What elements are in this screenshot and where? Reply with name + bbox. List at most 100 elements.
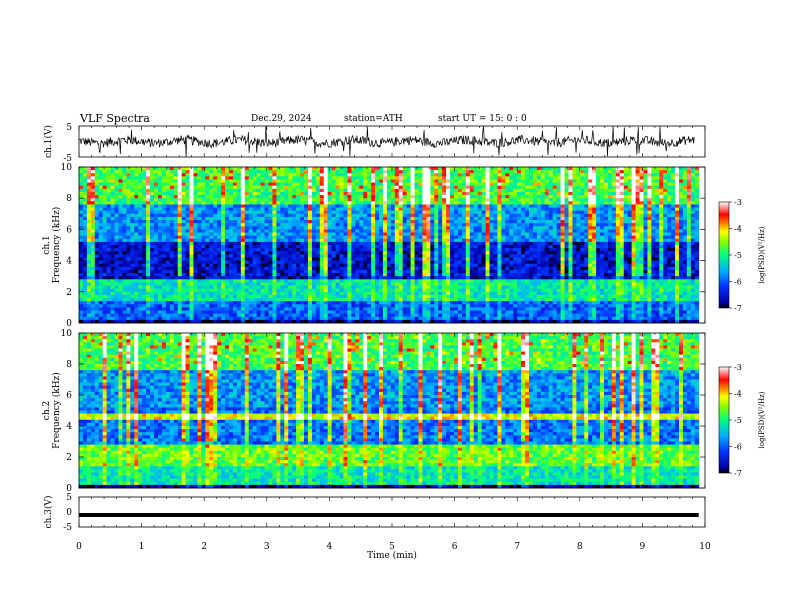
spectrogram-cell <box>351 257 356 261</box>
spectrogram-cell <box>86 235 92 240</box>
spectrogram-cell <box>604 251 609 255</box>
spectrogram-cell <box>197 173 202 177</box>
spectrogram-cell <box>572 173 577 177</box>
spectrogram-cell <box>493 176 498 180</box>
spectrogram-cell <box>304 182 309 187</box>
spectrogram-cell <box>292 213 297 218</box>
spectrogram-cell <box>106 210 111 215</box>
spectrogram-cell <box>296 232 301 237</box>
spectrogram-cell <box>461 191 467 196</box>
spectrogram-cell <box>367 170 372 174</box>
spectrogram-cell <box>682 232 688 237</box>
spectrogram-cell <box>197 185 202 190</box>
spectrogram-cell <box>663 167 668 171</box>
spectrogram-cell <box>165 188 171 193</box>
spectrogram-cell <box>106 182 111 187</box>
spectrogram-cell <box>477 241 483 246</box>
spectrogram-cell <box>663 204 668 208</box>
spectrogram-cell <box>371 220 376 224</box>
spectrogram-cell <box>572 232 577 237</box>
spectrogram-cell <box>394 198 400 202</box>
spectrogram-cell <box>252 182 258 187</box>
spectrogram-cell <box>501 257 506 261</box>
spectrogram-cell <box>146 167 151 171</box>
spectrogram-cell <box>126 226 131 230</box>
spectrogram-cell <box>319 245 325 249</box>
spectrogram-cell <box>560 220 565 224</box>
spectrogram-cell <box>284 179 289 183</box>
spectrogram-cell <box>592 229 597 233</box>
spectrogram-cell <box>627 191 633 196</box>
spectrogram-cell <box>126 232 131 237</box>
spectrogram-cell <box>532 185 538 190</box>
spectrogram-cell <box>679 248 684 252</box>
spectrogram-cell <box>209 191 214 196</box>
spectrogram-cell <box>221 245 226 249</box>
spectrogram-cell <box>560 185 565 190</box>
spectrogram-cell <box>481 191 486 196</box>
spectrogram-cell <box>655 213 660 218</box>
spectrogram-cell <box>386 251 392 255</box>
spectrogram-cell <box>667 232 672 237</box>
spectrogram-cell <box>221 260 226 265</box>
spectrogram-cell <box>161 257 167 261</box>
spectrogram-cell <box>623 235 629 240</box>
spectrogram-cell <box>201 216 206 221</box>
spectrogram-cell <box>501 260 506 265</box>
spectrogram-cell <box>256 213 261 218</box>
spectrogram-cell <box>406 173 411 177</box>
spectrogram-cell <box>248 188 254 193</box>
spectrogram-cell <box>319 201 325 205</box>
spectrogram-cell <box>438 207 443 212</box>
spectrogram-cell <box>481 257 486 261</box>
spectrogram-cell <box>485 232 490 237</box>
spectrogram-cell <box>280 167 285 171</box>
spectrogram-cell <box>331 254 336 258</box>
spectrogram-cell <box>157 201 163 205</box>
spectrogram-cell <box>481 241 486 246</box>
spectrogram-cell <box>244 257 250 261</box>
spectrogram-cell <box>102 198 108 202</box>
spectrogram-cell <box>94 254 100 258</box>
spectrogram-cell <box>560 260 565 265</box>
spectrogram-cell <box>568 220 573 224</box>
spectrogram-cell <box>529 188 534 193</box>
spectrogram-cell <box>114 241 119 246</box>
spectrogram-cell <box>82 210 88 215</box>
spectrogram-cell <box>619 188 625 193</box>
spectrogram-cell <box>315 210 321 215</box>
spectrogram-cell <box>304 248 309 252</box>
spectrogram-cell <box>276 251 281 255</box>
spectrogram-cell <box>221 167 226 171</box>
spectrogram-cell <box>284 248 289 252</box>
spectrogram-cell <box>284 170 289 174</box>
spectrogram-cell <box>197 207 202 212</box>
spectrogram-cell <box>134 179 139 183</box>
spectrogram-cell <box>351 198 356 202</box>
spectrogram-cell <box>327 210 333 215</box>
spectrogram-cell <box>268 182 273 187</box>
spectrogram-cell <box>686 179 692 183</box>
spectrogram-cell <box>446 235 451 240</box>
spectrogram-cell <box>122 210 127 215</box>
spectrogram-cell <box>339 210 344 215</box>
spectrogram-cell <box>556 204 561 208</box>
spectrogram-cell <box>375 176 380 180</box>
spectrogram-cell <box>667 188 672 193</box>
spectrogram-cell <box>165 223 171 227</box>
spectrogram-cell <box>406 241 411 246</box>
spectrogram-cell <box>161 170 167 174</box>
spectrogram-cell <box>655 220 660 224</box>
spectrogram-cell <box>327 254 333 258</box>
spectrogram-cell <box>560 216 565 221</box>
spectrogram-cell <box>572 201 577 205</box>
spectrogram-cell <box>694 223 700 227</box>
spectrogram-cell <box>568 207 573 212</box>
spectrogram-cell <box>643 223 648 227</box>
spectrogram-cell <box>627 173 633 177</box>
spectrogram-cell <box>690 254 696 258</box>
spectrogram-cell <box>631 257 636 261</box>
spectrogram-cell <box>556 229 561 233</box>
spectrogram-cell <box>300 185 305 190</box>
spectrogram-cell <box>209 226 214 230</box>
